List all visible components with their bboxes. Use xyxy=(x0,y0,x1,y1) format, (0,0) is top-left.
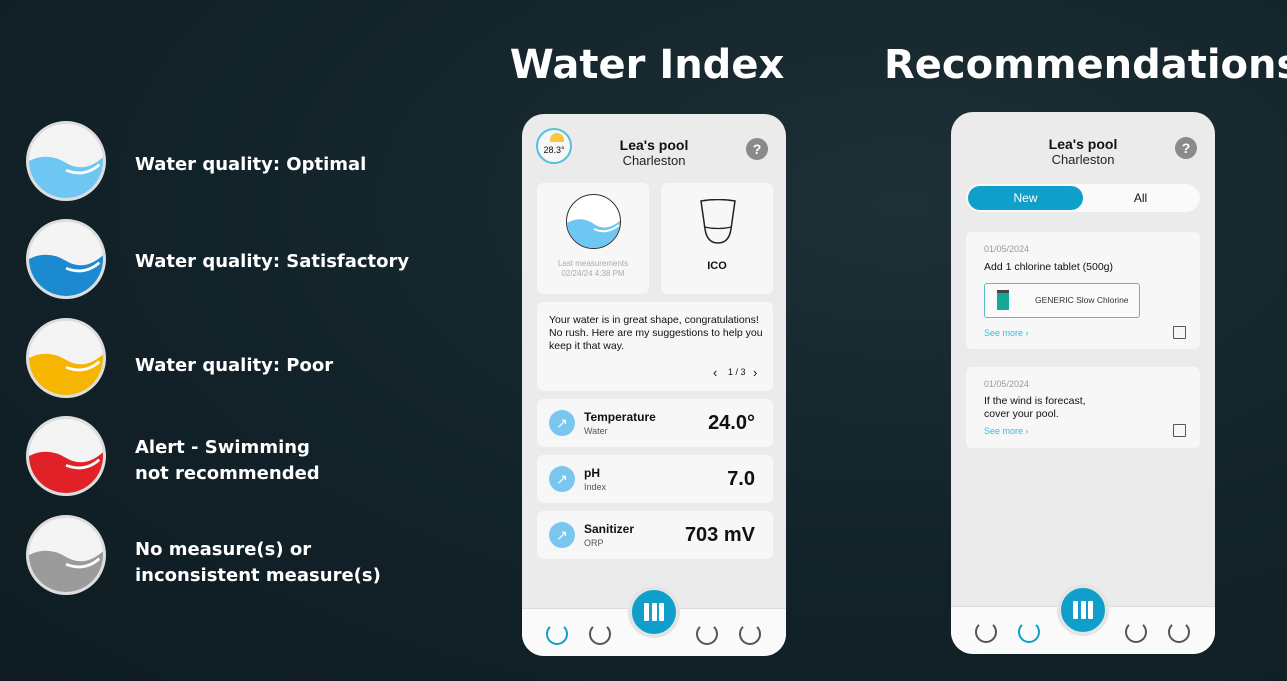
tab-new[interactable]: New xyxy=(968,186,1083,210)
pool-name: Lea's pool xyxy=(1048,136,1118,152)
arrow-up-right-icon: ↗ xyxy=(549,522,575,548)
legend-optimal: Water quality: Optimal xyxy=(135,154,367,175)
water-quality-card[interactable]: Last measurements 02/24/24 4:38 PM xyxy=(537,183,649,294)
metric-sanitizer[interactable]: ↗ Sanitizer ORP 703 mV xyxy=(537,511,773,559)
metric-ph[interactable]: ↗ pH Index 7.0 xyxy=(537,455,773,503)
legend-no-measure: No measure(s) or inconsistent measure(s) xyxy=(135,539,381,586)
last-measurements-label: Last measurements xyxy=(557,259,629,268)
done-checkbox[interactable] xyxy=(1173,326,1186,339)
item-date: 01/05/2024 xyxy=(984,379,1030,389)
metric-label: Sanitizer xyxy=(584,522,635,536)
weather-button[interactable]: 28.3° xyxy=(536,128,572,164)
weather-temp: 28.3° xyxy=(543,145,565,155)
gauge-icon[interactable] xyxy=(1125,621,1147,643)
metric-value: 703 mV xyxy=(684,524,755,546)
recommendation-item: 01/05/2024 Add 1 chlorine tablet (500g) … xyxy=(966,232,1200,349)
product-name: GENERIC Slow Chlorine xyxy=(1035,295,1129,305)
water-index-screen: 28.3° Lea's pool Charleston ? Last measu… xyxy=(522,114,786,656)
center-device-button[interactable] xyxy=(1057,584,1109,636)
title-recommendations: Recommendations xyxy=(884,42,1287,88)
arrow-up-right-icon: ↗ xyxy=(549,410,575,436)
metric-sub: Water xyxy=(584,426,608,436)
legend-alert: Alert - Swimming not recommended xyxy=(135,437,320,484)
metric-label: pH xyxy=(584,466,600,480)
metric-sub: ORP xyxy=(584,538,604,548)
water-satisfactory-icon xyxy=(26,219,106,299)
pool-name: Lea's pool xyxy=(619,137,689,153)
water-poor-icon xyxy=(26,318,106,398)
title-water-index: Water Index xyxy=(509,42,785,88)
pager: 1 / 3 xyxy=(728,367,746,377)
arrow-up-right-icon: ↗ xyxy=(549,466,575,492)
chat-icon[interactable] xyxy=(1018,621,1040,643)
chat-icon[interactable] xyxy=(589,623,611,645)
device-card[interactable]: ICO xyxy=(661,183,773,294)
item-date: 01/05/2024 xyxy=(984,244,1030,254)
pool-city: Charleston xyxy=(1051,152,1115,167)
tab-bar: New All xyxy=(966,184,1200,212)
tab-all[interactable]: All xyxy=(1133,191,1148,205)
center-device-button[interactable] xyxy=(628,586,680,638)
see-more-link[interactable]: See more › xyxy=(984,328,1029,338)
device-remote-icon[interactable] xyxy=(739,623,761,645)
sun-icon xyxy=(550,133,564,142)
prev-button[interactable]: ‹ xyxy=(713,365,718,380)
help-button[interactable]: ? xyxy=(746,138,768,160)
next-button[interactable]: › xyxy=(753,365,758,380)
home-icon[interactable] xyxy=(975,621,997,643)
legend-poor: Water quality: Poor xyxy=(135,355,334,376)
chlorine-tub-icon xyxy=(997,290,1009,310)
pool-city: Charleston xyxy=(622,153,686,168)
item-text: If the wind is forecast, cover your pool. xyxy=(984,395,1086,420)
water-optimal-icon xyxy=(26,121,106,201)
product-button[interactable]: GENERIC Slow Chlorine xyxy=(984,283,1140,318)
see-more-link[interactable]: See more › xyxy=(984,426,1029,436)
item-text: Add 1 chlorine tablet (500g) xyxy=(984,261,1113,273)
metric-value: 7.0 xyxy=(727,468,755,490)
device-remote-icon[interactable] xyxy=(1168,621,1190,643)
metric-value: 24.0° xyxy=(708,412,755,434)
help-button[interactable]: ? xyxy=(1175,137,1197,159)
recommendations-screen: Lea's pool Charleston ? New All 01/05/20… xyxy=(951,112,1215,654)
home-icon[interactable] xyxy=(546,623,568,645)
device-name: ICO xyxy=(707,260,727,272)
metric-temperature[interactable]: ↗ Temperature Water 24.0° xyxy=(537,399,773,447)
ico-device-icon xyxy=(700,199,736,244)
message-text: Your water is in great shape, congratula… xyxy=(549,314,763,352)
water-optimal-icon xyxy=(566,194,621,249)
message-card: Your water is in great shape, congratula… xyxy=(537,302,773,391)
last-measurements-time: 02/24/24 4:38 PM xyxy=(561,269,625,278)
metric-sub: Index xyxy=(584,482,607,492)
water-alert-icon xyxy=(26,416,106,496)
gauge-icon[interactable] xyxy=(696,623,718,645)
legend-satisfactory: Water quality: Satisfactory xyxy=(135,251,410,272)
recommendation-item: 01/05/2024 If the wind is forecast, cover… xyxy=(966,367,1200,448)
done-checkbox[interactable] xyxy=(1173,424,1186,437)
metric-label: Temperature xyxy=(584,410,656,424)
water-no-measure-icon xyxy=(26,515,106,595)
